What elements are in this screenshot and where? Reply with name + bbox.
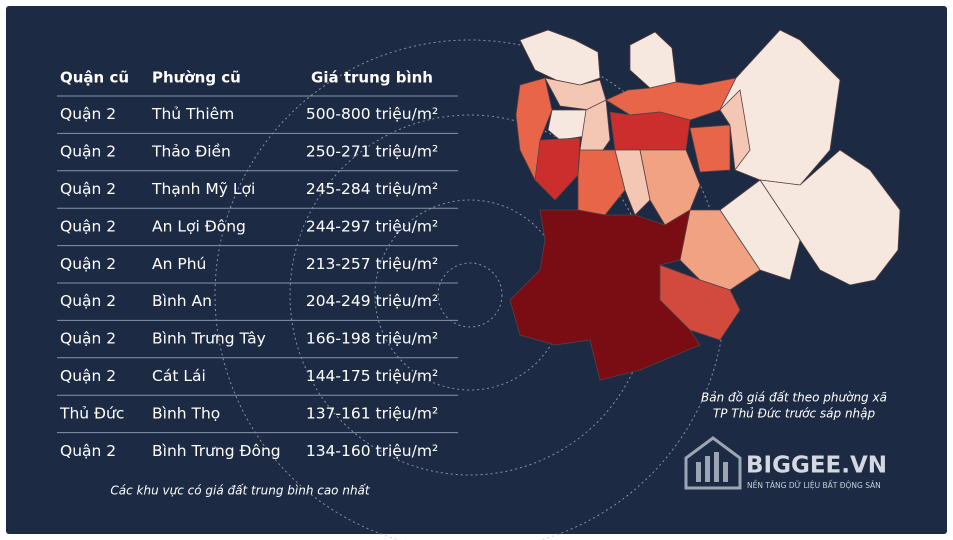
table-cell: Quận 2	[60, 292, 116, 310]
table-cell: Thảo Điền	[151, 143, 231, 161]
table-header: Phường cũ	[152, 69, 241, 87]
table-cell: 204-249 triệu/m²	[306, 292, 438, 310]
table-header: Quận cũ	[60, 69, 129, 87]
table-cell: Thủ Thiêm	[151, 105, 234, 123]
table-cell: 213-257 triệu/m²	[306, 255, 438, 273]
table-cell: Cát Lái	[152, 367, 206, 385]
table-cell: 166-198 triệu/m²	[306, 330, 438, 348]
table-cell: Quận 2	[60, 255, 116, 273]
table-cell: 137-161 triệu/m²	[306, 404, 438, 422]
map-caption: TP Thủ Đức trước sáp nhập	[713, 407, 876, 421]
map-caption: Bản đồ giá đất theo phường xã	[701, 391, 887, 405]
table-cell: Quận 2	[60, 180, 116, 198]
table-cell: Bình An	[152, 292, 212, 310]
table-cell: Quận 2	[60, 143, 116, 161]
table-cell: 244-297 triệu/m²	[306, 217, 438, 235]
table-cell: Quận 2	[60, 217, 116, 235]
table-cell: 250-271 triệu/m²	[306, 143, 438, 161]
table-cell: An Lợi Đông	[152, 217, 246, 235]
table-cell: Thạnh Mỹ Lợi	[151, 180, 255, 198]
brand-name: BIGGEE.VN	[746, 453, 887, 479]
table-header: Giá trung bình	[311, 69, 433, 87]
logo-icon	[684, 436, 742, 490]
table-cell: 144-175 triệu/m²	[306, 367, 438, 385]
table-cell: 134-160 triệu/m²	[306, 442, 438, 460]
map	[509, 29, 901, 381]
table-cell: Bình Thọ	[152, 404, 220, 422]
table-caption: Các khu vực có giá đất trung bình cao nh…	[110, 484, 371, 498]
table-cell: Quận 2	[60, 442, 116, 460]
brand-tagline: NỀN TẢNG DỮ LIỆU BẤT ĐỘNG SẢN	[747, 480, 881, 490]
table-cell: Quận 2	[60, 105, 116, 123]
table-cell: Bình Trưng Đông	[152, 442, 281, 460]
table-cell: Quận 2	[60, 330, 116, 348]
table-cell: 245-284 triệu/m²	[306, 180, 438, 198]
table-cell: An Phú	[152, 255, 206, 273]
table-cell: Quận 2	[60, 367, 116, 385]
table-cell: Bình Trưng Tây	[152, 330, 266, 348]
table-cell: 500-800 triệu/m²	[306, 105, 438, 123]
table-cell: Thủ Đức	[59, 404, 124, 422]
